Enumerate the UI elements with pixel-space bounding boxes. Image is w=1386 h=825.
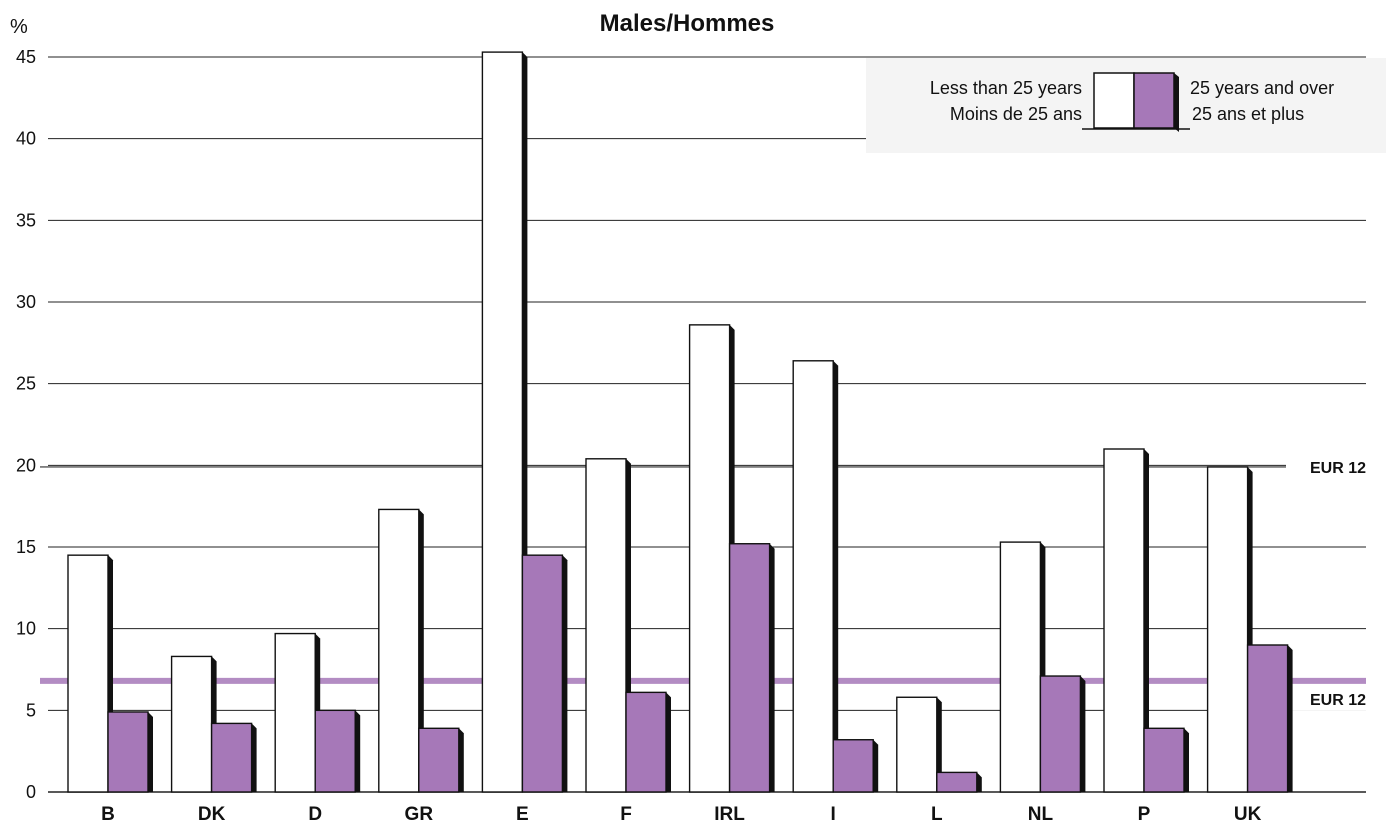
bar-B-series-2 [107,711,149,793]
y-tick-label: 45 [16,47,36,67]
bar-shadow [873,739,879,792]
bar-shadow [148,711,153,792]
y-tick-label: 40 [16,129,36,149]
bar-shadow [769,543,775,792]
bars [67,51,1293,793]
legend-label-series-1: Less than 25 years [930,78,1082,98]
bar-IRL-series-2 [728,543,771,793]
bar-shadow [1080,676,1086,792]
bar-shadow [1184,728,1189,792]
bar-DK-series-2 [210,722,253,793]
bar-shadow [1144,449,1149,792]
legend-swatch-shadow [1174,73,1179,132]
legend-label-series-1-alt: Moins de 25 ans [950,104,1082,124]
reference-line-label: EUR 12 [1310,460,1366,477]
y-tick-label: 25 [16,374,36,394]
bar-UK-series-1 [1206,466,1249,793]
x-tick-label: P [1138,804,1151,825]
bar-GR-series-1 [378,508,420,793]
y-tick-label: 20 [16,455,36,475]
x-tick-label: NL [1028,804,1054,825]
bar-shadow [1287,645,1293,792]
bar-P-series-2 [1143,727,1185,793]
y-axis-ticks: 0 5 10 15 20 25 30 35 40 45 [16,47,36,802]
y-axis-unit-label: % [10,16,28,38]
x-tick-label: UK [1234,804,1262,825]
bar-P-series-1 [1103,448,1145,793]
bar-E-series-1 [481,51,524,793]
bar-F-series-2 [625,691,667,793]
bar-shadow [458,728,464,792]
reference-label-background [1286,456,1366,479]
bar-NL-series-2 [1039,675,1082,793]
bar-shadow [833,360,839,792]
y-tick-label: 15 [16,537,36,557]
bar-E-series-2 [521,554,564,793]
legend-swatch-series-2 [1133,72,1175,129]
x-tick-label: B [101,804,115,825]
legend-swatch-series-1 [1093,72,1135,129]
bar-shadow [562,555,568,792]
bar-GR-series-2 [418,727,460,793]
chart-title: Males/Hommes [600,10,775,37]
x-tick-label: DK [198,804,226,825]
bar-F-series-1 [585,458,627,793]
y-tick-label: 35 [16,210,36,230]
bar-D-series-2 [314,709,356,793]
x-tick-label: F [620,804,632,825]
y-tick-label: 30 [16,292,36,312]
x-tick-label: IRL [714,804,745,825]
legend-label-series-2: 25 years and over [1190,78,1334,98]
x-tick-label: L [931,804,943,825]
x-tick-label: D [308,804,322,825]
bar-shadow [666,692,671,792]
bar-shadow [936,697,942,792]
legend: Less than 25 years Moins de 25 ans 25 ye… [866,58,1386,153]
x-tick-label: I [831,804,836,825]
bar-NL-series-1 [999,541,1042,793]
bar-L-series-2 [936,771,978,793]
y-tick-label: 0 [26,782,36,802]
bar-L-series-1 [896,696,938,793]
reference-label-background [1286,688,1366,711]
bar-DK-series-1 [170,655,213,793]
bar-shadow [976,772,982,792]
x-axis-labels: B DK D GR E F IRL I L NL P UK [101,804,1261,825]
reference-line-label: EUR 12 [1310,692,1366,709]
bar-D-series-1 [274,632,316,793]
y-tick-label: 5 [26,700,36,720]
bar-UK-series-2 [1246,644,1289,793]
legend-label-series-2-alt: 25 ans et plus [1192,104,1304,124]
x-tick-label: E [516,804,529,825]
x-tick-label: GR [405,804,434,825]
bar-I-series-1 [792,360,834,793]
bar-shadow [355,710,361,792]
y-tick-label: 10 [16,619,36,639]
bar-B-series-1 [67,554,109,793]
bar-shadow [418,509,424,792]
bar-I-series-2 [832,739,874,793]
bar-IRL-series-1 [688,324,731,793]
bar-shadow [251,723,257,792]
